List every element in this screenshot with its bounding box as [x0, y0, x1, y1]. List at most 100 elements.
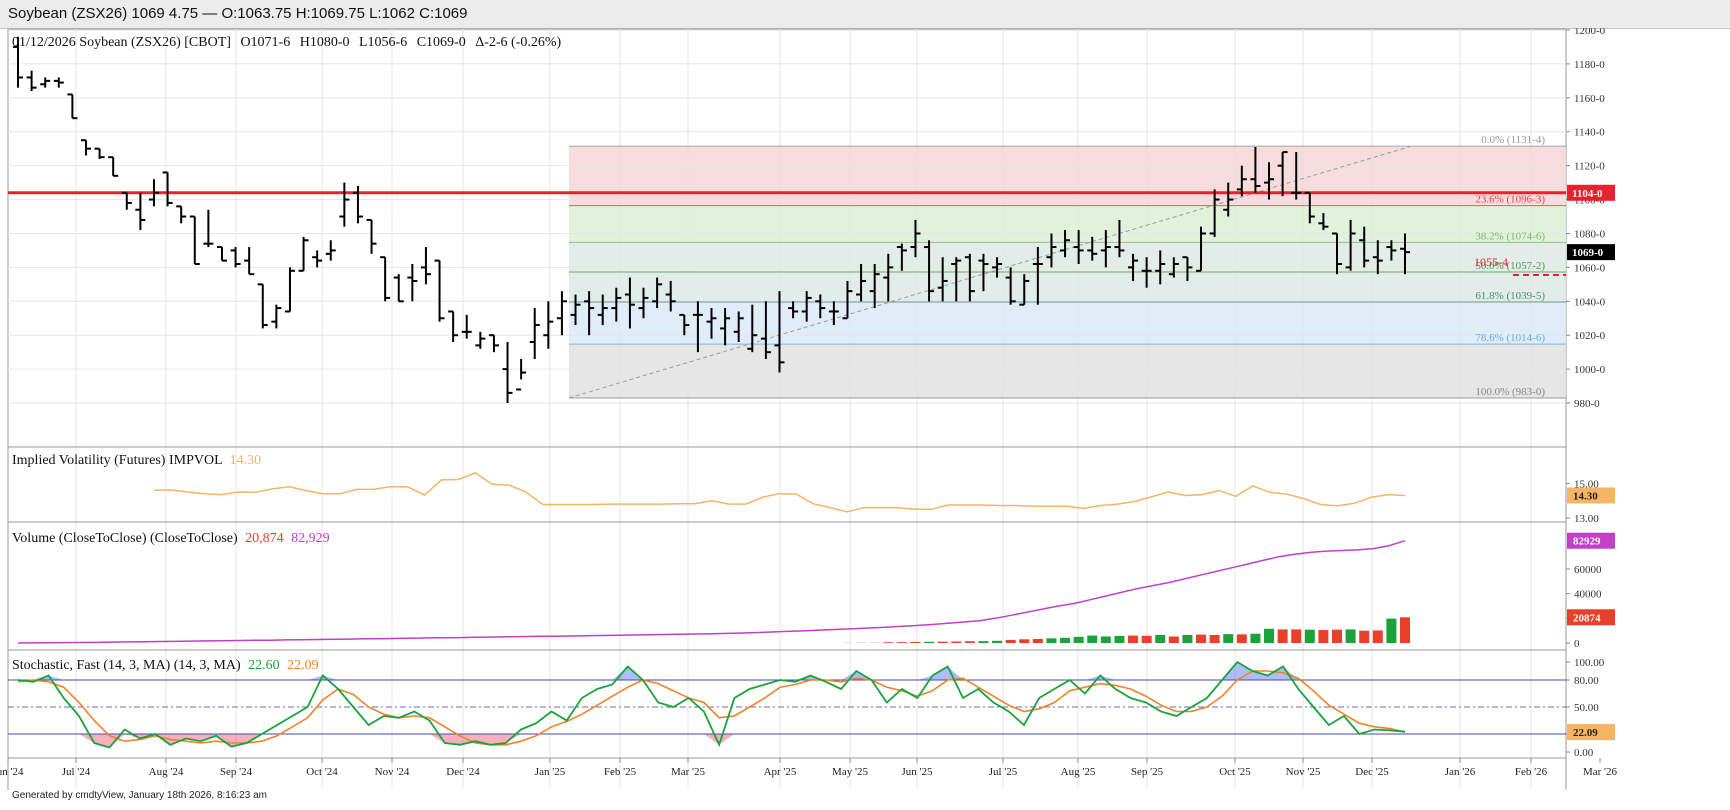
- chart-canvas: 0.0% (1131-4) 23.6% (1096-3) 38.2% (1074-6…: [0, 28, 1618, 790]
- x-tick-label: Apr '25: [764, 766, 797, 778]
- price-tick-label: 1000-0: [1574, 364, 1606, 376]
- volume-bar: [1304, 629, 1315, 643]
- volume-y-axis: 0200004000060000: [1566, 564, 1602, 650]
- x-tick-label: Nov '25: [1286, 766, 1321, 778]
- ohlc-bars: [13, 36, 1410, 404]
- x-tick-label: Jul '25: [989, 766, 1018, 778]
- volume-bar: [1046, 638, 1057, 643]
- volume-tag: [1567, 609, 1615, 626]
- x-tick-label: Oct '24: [306, 766, 338, 778]
- x-tick-label: Oct '25: [1219, 766, 1251, 778]
- stoch-zone-fill: [932, 666, 948, 680]
- volume-bar: [1168, 636, 1179, 643]
- stoch-tick-label: 100.00: [1574, 657, 1605, 669]
- price-tick-label: 1060-0: [1574, 262, 1606, 274]
- volume-bar: [1359, 630, 1370, 643]
- volume-bar: [1277, 629, 1288, 643]
- stoch-zone-fill: [307, 675, 323, 680]
- price-tick-label: 1180-0: [1574, 59, 1605, 71]
- volume-panel-title: Volume (CloseToClose) (CloseToClose) 20,…: [12, 531, 330, 546]
- fib-level-label: 50.0% (1057-2): [1475, 260, 1545, 272]
- x-axis: Jun '24 Jul '24 Aug '24 Sep '24 Oct '24 Nov '…: [0, 757, 1618, 778]
- x-tick-label: Nov '24: [375, 766, 410, 778]
- volume-bar: [1264, 628, 1275, 643]
- stoch-title: Stochastic, Fast (14, 3, MA) (14, 3, MA): [12, 658, 241, 673]
- volume-bar: [1223, 634, 1234, 643]
- stoch-zone-fill: [124, 734, 140, 739]
- x-tick-label: Jan '25: [535, 766, 566, 778]
- price-tick-label: 1040-0: [1574, 296, 1606, 308]
- chart-frame: [7, 28, 1567, 790]
- volume-bar: [1372, 630, 1383, 643]
- x-tick-label: Dec '25: [1355, 766, 1389, 778]
- volume-bar: [1332, 629, 1343, 643]
- fib-level-label: 78.6% (1014-6): [1475, 332, 1545, 344]
- fib-level-label: 0.0% (1131-4): [1481, 134, 1545, 146]
- volume-bar: [1100, 636, 1111, 643]
- stoch-zone-fill: [1237, 662, 1253, 680]
- fib-zone: [569, 272, 1566, 302]
- price-axis-tags: 1104-0 1069-0: [1567, 184, 1615, 261]
- price-tick-label: 1200-0: [1574, 28, 1606, 37]
- price-y-axis: 980-01000-01020-01040-01060-01080-01100-…: [1566, 28, 1606, 410]
- stoch-zone-fill: [719, 734, 735, 745]
- resistance-tag-label: 1104-0: [1572, 188, 1603, 200]
- resistance-tag: [1567, 184, 1615, 201]
- price-change: Δ-2-6 (-0.26%): [475, 35, 561, 50]
- stoch-zone-fill: [1252, 671, 1268, 680]
- volume-title: Volume (CloseToClose) (CloseToClose): [12, 531, 238, 546]
- x-tick-label: Mar '25: [671, 766, 706, 778]
- volume-bar: [1087, 635, 1098, 643]
- stoch-zone-fill: [1283, 666, 1299, 680]
- volume-bar: [1155, 634, 1166, 643]
- volume-bar: [992, 640, 1003, 643]
- volume-bar: [1318, 630, 1329, 643]
- volume-bar: [1032, 638, 1043, 643]
- fib-level-label: 38.2% (1074-6): [1475, 230, 1545, 242]
- last-price-tag-label: 1069-0: [1572, 247, 1604, 259]
- x-tick-label: Aug '25: [1061, 766, 1096, 778]
- x-tick-label: May '25: [832, 766, 868, 778]
- volume-bar: [1345, 629, 1356, 643]
- fib-level-label: 100.0% (983-0): [1475, 386, 1545, 398]
- x-tick-label: Feb '25: [604, 766, 637, 778]
- volume-bar: [964, 641, 975, 643]
- price-close: C1069-0: [417, 35, 466, 50]
- volume-bar: [1236, 634, 1247, 643]
- support-label: 1055-4: [1474, 255, 1508, 269]
- volume-bar: [978, 641, 989, 643]
- stoch-zone-fill: [841, 671, 857, 680]
- stoch-k-value: 22.60: [248, 658, 280, 673]
- volume-tick-label: 40000: [1574, 589, 1602, 601]
- price-panel-title: 01/12/2026 Soybean (ZSX26) [CBOT] O1071-…: [12, 35, 562, 50]
- volume-bar: [1141, 635, 1152, 643]
- volume-bar: [937, 641, 948, 643]
- price-tick-label: 980-0: [1574, 398, 1600, 410]
- last-price-tag: [1567, 244, 1615, 261]
- price-tick-label: 1120-0: [1574, 161, 1605, 173]
- x-tick-label: Jun '25: [901, 766, 933, 778]
- price-title: 01/12/2026 Soybean (ZSX26) [CBOT]: [12, 35, 231, 50]
- volume-bar: [1291, 629, 1302, 643]
- iv-tag: [1567, 487, 1615, 504]
- volume-value: 20,874: [245, 531, 284, 546]
- volume-bar: [1209, 634, 1220, 643]
- volume-bars: [842, 617, 1410, 643]
- volume-bar: [1182, 634, 1193, 643]
- iv-y-axis: 13.00 15.00: [1566, 478, 1599, 525]
- stoch-k-line: [17, 660, 1406, 749]
- iv-tick-label: 13.00: [1574, 513, 1599, 525]
- x-tick-label: Sep '25: [1131, 766, 1164, 778]
- volume-bar: [896, 642, 907, 643]
- price-gridlines: [8, 29, 1566, 404]
- stoch-zone-fill: [444, 734, 461, 745]
- stoch-zone-fill: [947, 666, 963, 680]
- volume-tick-label: 0: [1574, 638, 1580, 650]
- stoch-tick-label: 0.00: [1574, 747, 1594, 759]
- stoch-d-value: 22.09: [287, 658, 319, 673]
- stoch-zone-fill: [170, 734, 186, 745]
- price-tick-label: 1160-0: [1574, 93, 1605, 105]
- x-tick-label: Feb '26: [1515, 766, 1548, 778]
- volume-tick-label: 60000: [1574, 564, 1602, 576]
